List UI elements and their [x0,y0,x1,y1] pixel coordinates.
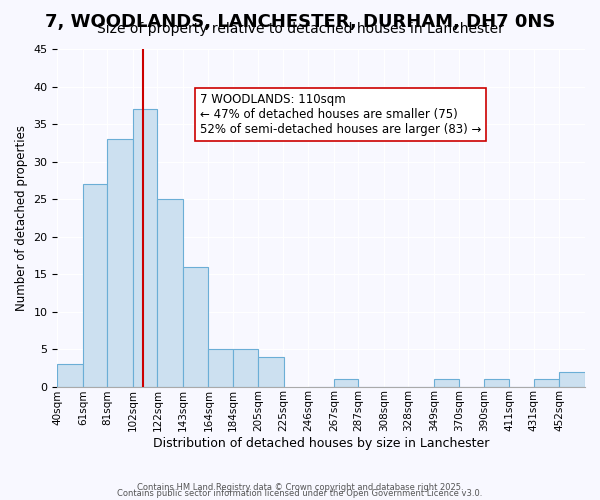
Bar [157,199,183,386]
Text: 7 WOODLANDS: 110sqm
← 47% of detached houses are smaller (75)
52% of semi-detach: 7 WOODLANDS: 110sqm ← 47% of detached ho… [200,93,481,136]
Bar [83,184,107,386]
Text: Contains public sector information licensed under the Open Government Licence v3: Contains public sector information licen… [118,490,482,498]
Bar [183,266,208,386]
Bar [233,349,259,387]
Bar [559,372,585,386]
Bar [259,356,284,386]
Text: Contains HM Land Registry data © Crown copyright and database right 2025.: Contains HM Land Registry data © Crown c… [137,484,463,492]
Bar [334,379,358,386]
Text: Size of property relative to detached houses in Lanchester: Size of property relative to detached ho… [97,22,503,36]
Bar [107,139,133,386]
X-axis label: Distribution of detached houses by size in Lanchester: Distribution of detached houses by size … [153,437,490,450]
Bar [434,379,460,386]
Bar [58,364,83,386]
Bar [484,379,509,386]
Bar [133,109,157,386]
Text: 7, WOODLANDS, LANCHESTER, DURHAM, DH7 0NS: 7, WOODLANDS, LANCHESTER, DURHAM, DH7 0N… [45,12,555,30]
Y-axis label: Number of detached properties: Number of detached properties [15,125,28,311]
Bar [208,349,233,387]
Bar [534,379,559,386]
